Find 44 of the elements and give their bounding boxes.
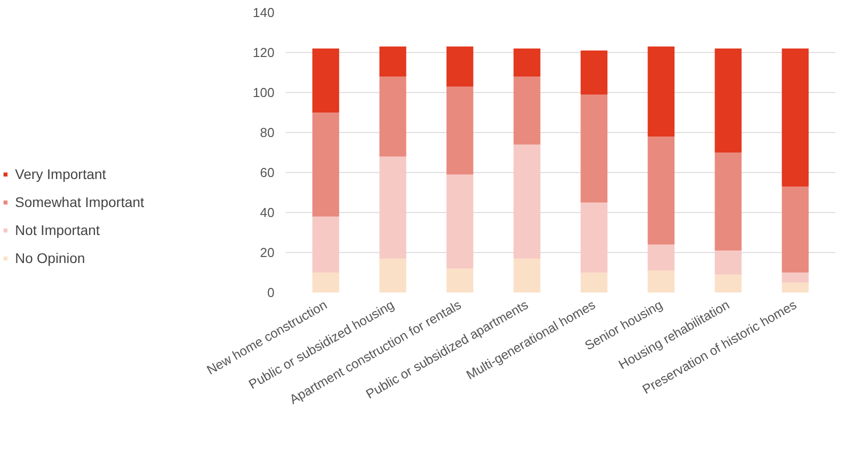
y-tick-label: 20 xyxy=(260,245,275,260)
bar xyxy=(714,48,742,152)
y-tick-label: 60 xyxy=(260,165,275,180)
y-tick-label: 40 xyxy=(260,205,275,220)
bar xyxy=(514,258,540,292)
legend-label: Very Important xyxy=(15,166,106,182)
bar xyxy=(580,202,608,272)
bar xyxy=(714,152,742,250)
bar xyxy=(514,76,540,144)
y-tick-label: 140 xyxy=(252,5,275,20)
bar xyxy=(648,244,675,270)
bar xyxy=(782,272,809,282)
y-tick-label: 100 xyxy=(252,85,275,100)
bar xyxy=(312,216,340,272)
bar xyxy=(312,272,340,292)
legend-label: No Opinion xyxy=(15,250,86,266)
bar xyxy=(714,250,742,274)
bar xyxy=(580,94,608,202)
bar xyxy=(782,282,809,292)
bar xyxy=(446,46,474,86)
bar xyxy=(648,136,675,244)
bar xyxy=(446,268,474,292)
bar xyxy=(312,112,340,216)
bar xyxy=(714,274,742,292)
bar xyxy=(514,48,540,76)
bar xyxy=(446,86,474,174)
bar xyxy=(379,156,406,258)
bar xyxy=(312,48,340,112)
bar xyxy=(379,76,406,156)
bar xyxy=(379,46,406,76)
bar xyxy=(782,186,809,272)
bar xyxy=(379,258,406,292)
legend-label: Not Important xyxy=(15,222,100,238)
bar xyxy=(580,50,608,94)
bar xyxy=(782,48,809,186)
y-tick-label: 120 xyxy=(252,45,275,60)
y-tick-label: 0 xyxy=(267,285,275,300)
bar xyxy=(446,174,474,268)
legend-label: Somewhat Important xyxy=(15,194,144,210)
bar xyxy=(514,144,540,258)
y-tick-label: 80 xyxy=(260,125,275,140)
bar xyxy=(580,272,608,292)
bar xyxy=(648,46,675,136)
bar xyxy=(648,270,675,292)
